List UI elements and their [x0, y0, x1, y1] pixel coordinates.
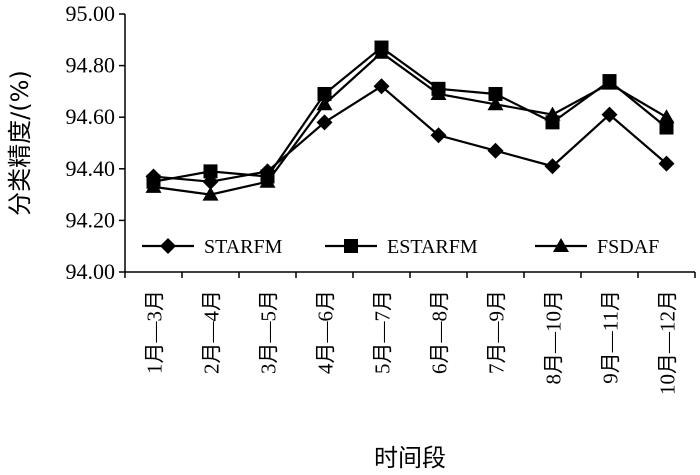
series-line — [153, 84, 668, 183]
x-tick-label: 5月—7月 — [371, 290, 395, 374]
legend-marker — [344, 239, 358, 253]
data-point — [659, 120, 674, 135]
x-tick-label: 4月—6月 — [314, 290, 338, 374]
y-tick-labels: 94.00 94.20 94.40 94.60 94.80 95.00 — [66, 1, 116, 284]
data-point — [317, 86, 332, 101]
series-line — [153, 51, 668, 196]
x-tick-label: 3月—5月 — [257, 290, 281, 374]
y-tick-label: 94.80 — [66, 53, 116, 78]
y-tick-label: 94.40 — [66, 156, 116, 181]
data-point — [373, 44, 390, 59]
data-point — [488, 86, 503, 101]
data-point — [487, 142, 504, 159]
series-fsdaf — [145, 44, 675, 201]
legend-label: ESTARFM — [387, 236, 478, 258]
data-point — [316, 96, 333, 111]
y-tick-label: 94.20 — [66, 207, 116, 232]
data-point — [203, 164, 218, 179]
x-tick-label: 2月—4月 — [200, 290, 224, 374]
data-point — [487, 96, 504, 111]
legend-label: FSDAF — [597, 236, 659, 258]
series-group — [145, 40, 675, 201]
y-tick-label: 94.00 — [66, 259, 116, 284]
data-point — [544, 106, 561, 121]
data-point — [601, 106, 618, 123]
legend-item: FSDAF — [535, 236, 659, 258]
x-tick-label: 1月—3月 — [143, 290, 167, 374]
data-point — [601, 75, 618, 90]
y-axis-title: 分类精度/(%) — [6, 70, 34, 216]
x-tick-label: 10月—12月 — [656, 290, 680, 395]
data-point — [430, 85, 447, 100]
legend: STARFM ESTARFM FSDAF — [142, 236, 659, 258]
legend-label: STARFM — [204, 236, 283, 258]
legend-item: STARFM — [142, 236, 283, 258]
x-tick-label: 9月—11月 — [599, 290, 623, 384]
series-line — [153, 46, 668, 183]
data-point — [544, 158, 561, 175]
x-tick-label: 7月—9月 — [485, 290, 509, 374]
legend-marker — [553, 238, 569, 252]
series-estarfm — [146, 40, 674, 189]
data-point — [259, 173, 276, 188]
x-axis-title: 时间段 — [374, 444, 446, 472]
x-tick-labels: 1月—3月 2月—4月 3月—5月 4月—6月 5月—7月 6月—8月 7月—9月 8月—10… — [143, 290, 680, 395]
data-point — [658, 155, 675, 172]
legend-item: ESTARFM — [325, 236, 478, 258]
data-point — [202, 186, 219, 201]
x-tick-label: 6月—8月 — [428, 290, 452, 374]
y-tick-label: 95.00 — [66, 1, 116, 26]
axes — [119, 13, 696, 278]
legend-marker — [160, 238, 176, 254]
data-point — [316, 114, 333, 131]
data-point — [430, 127, 447, 144]
data-point — [373, 78, 390, 95]
data-point — [658, 109, 675, 124]
x-tick-label: 8月—10月 — [542, 290, 566, 385]
y-tick-label: 94.60 — [66, 104, 116, 129]
data-point — [145, 178, 162, 193]
